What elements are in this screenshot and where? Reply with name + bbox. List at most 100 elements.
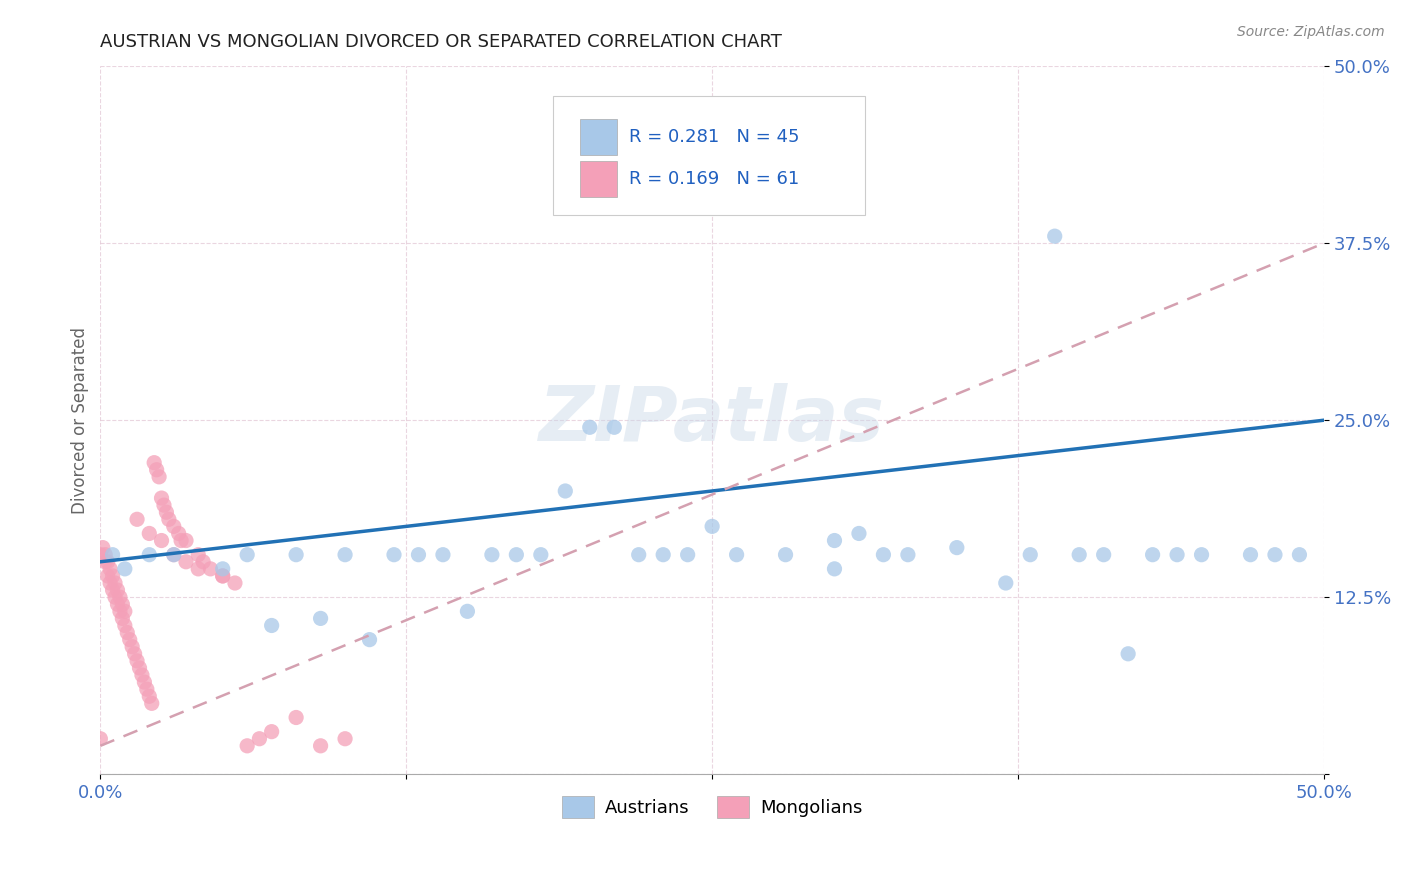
Point — [174, 533, 197, 548]
Point — [107, 583, 129, 598]
Point — [1116, 647, 1139, 661]
Point — [456, 604, 478, 618]
Point — [111, 611, 134, 625]
Point — [167, 526, 190, 541]
Point — [627, 548, 650, 562]
Text: R = 0.169   N = 61: R = 0.169 N = 61 — [628, 169, 799, 188]
Point — [224, 576, 246, 591]
Point — [101, 583, 124, 598]
Point — [481, 548, 503, 562]
Point — [97, 569, 120, 583]
Point — [652, 548, 675, 562]
Point — [1239, 548, 1261, 562]
Point — [1166, 548, 1188, 562]
Point — [249, 731, 271, 746]
Point — [101, 548, 124, 562]
Point — [135, 682, 157, 697]
Point — [848, 526, 870, 541]
FancyBboxPatch shape — [581, 161, 617, 196]
Point — [114, 562, 136, 576]
Point — [187, 548, 209, 562]
Point — [260, 724, 283, 739]
Point — [138, 526, 160, 541]
Point — [138, 690, 160, 704]
Point — [111, 597, 134, 611]
Point — [285, 710, 308, 724]
Point — [285, 548, 308, 562]
Point — [211, 569, 233, 583]
Point — [125, 512, 148, 526]
Point — [128, 661, 150, 675]
Point — [145, 463, 167, 477]
Point — [725, 548, 748, 562]
FancyBboxPatch shape — [553, 96, 865, 215]
Point — [114, 618, 136, 632]
Point — [382, 548, 405, 562]
Point — [359, 632, 381, 647]
Point — [554, 483, 576, 498]
Point — [309, 739, 332, 753]
Point — [170, 533, 193, 548]
Point — [101, 569, 124, 583]
Point — [333, 548, 356, 562]
Point — [114, 604, 136, 618]
Point — [98, 562, 121, 576]
Point — [236, 548, 259, 562]
Point — [1043, 229, 1066, 244]
Text: ZIPatlas: ZIPatlas — [538, 384, 886, 458]
Point — [155, 505, 177, 519]
Point — [104, 590, 127, 604]
Point — [124, 647, 146, 661]
Point — [260, 618, 283, 632]
Point — [163, 548, 186, 562]
Text: AUSTRIAN VS MONGOLIAN DIVORCED OR SEPARATED CORRELATION CHART: AUSTRIAN VS MONGOLIAN DIVORCED OR SEPARA… — [100, 33, 782, 51]
Point — [505, 548, 527, 562]
Point — [432, 548, 454, 562]
Point — [117, 625, 139, 640]
Point — [191, 555, 214, 569]
Y-axis label: Divorced or Separated: Divorced or Separated — [72, 326, 89, 514]
Point — [91, 541, 114, 555]
Point — [211, 569, 233, 583]
Point — [150, 533, 173, 548]
Point — [200, 562, 222, 576]
Point — [603, 420, 626, 434]
Point — [89, 548, 111, 562]
Point — [94, 555, 117, 569]
Point — [578, 420, 600, 434]
Point — [125, 654, 148, 668]
Point — [1142, 548, 1164, 562]
Point — [1191, 548, 1213, 562]
Point — [211, 562, 233, 576]
Point — [1019, 548, 1042, 562]
Point — [1092, 548, 1115, 562]
Point — [994, 576, 1017, 591]
Point — [187, 562, 209, 576]
Point — [94, 548, 117, 562]
Point — [134, 675, 156, 690]
Point — [97, 555, 120, 569]
Point — [1288, 548, 1310, 562]
Text: R = 0.281   N = 45: R = 0.281 N = 45 — [628, 128, 800, 146]
Point — [121, 640, 143, 654]
Point — [897, 548, 920, 562]
Point — [530, 548, 553, 562]
Point — [104, 576, 127, 591]
Point — [824, 533, 846, 548]
Point — [946, 541, 969, 555]
Point — [676, 548, 699, 562]
Point — [108, 590, 131, 604]
Point — [157, 512, 180, 526]
Point — [775, 548, 797, 562]
Point — [108, 604, 131, 618]
Point — [153, 498, 176, 512]
Point — [824, 562, 846, 576]
Point — [163, 519, 186, 533]
Point — [1264, 548, 1286, 562]
Point — [148, 470, 170, 484]
FancyBboxPatch shape — [581, 120, 617, 155]
Point — [89, 731, 111, 746]
Point — [700, 519, 723, 533]
Point — [408, 548, 430, 562]
Point — [872, 548, 894, 562]
